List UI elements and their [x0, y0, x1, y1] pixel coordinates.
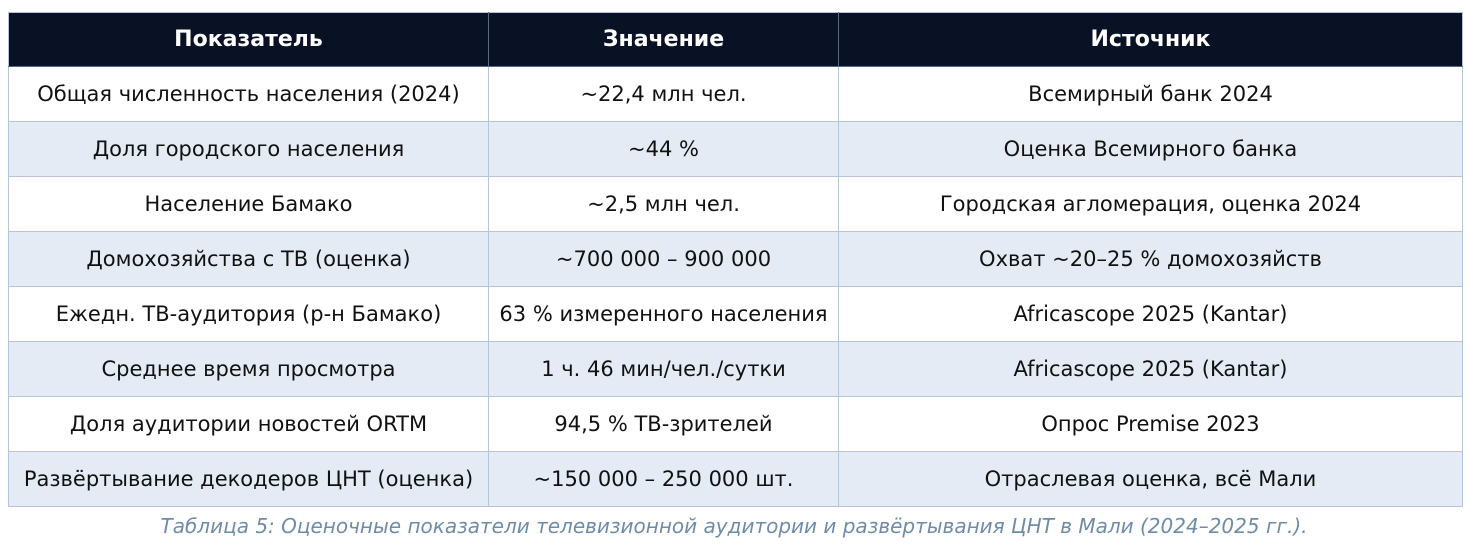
- value-cell: 1 ч. 46 мин/чел./сутки: [488, 341, 839, 397]
- value-cell: ~150 000 – 250 000 шт.: [488, 451, 839, 507]
- table-row: Ежедн. ТВ-аудитория (р-н Бамако) 63 % из…: [8, 286, 1463, 342]
- indicator-cell: Доля городского населения: [8, 121, 489, 177]
- table-row: Население Бамако ~2,5 млн чел. Городская…: [8, 176, 1463, 232]
- column-header-value: Значение: [488, 12, 839, 67]
- value-cell: 94,5 % ТВ-зрителей: [488, 396, 839, 452]
- value-cell: ~2,5 млн чел.: [488, 176, 839, 232]
- indicator-cell: Развёртывание декодеров ЦНТ (оценка): [8, 451, 489, 507]
- source-cell: Africascope 2025 (Kantar): [838, 286, 1463, 342]
- value-cell: 63 % измеренного населения: [488, 286, 839, 342]
- indicator-cell: Среднее время просмотра: [8, 341, 489, 397]
- source-cell: Оценка Всемирного банка: [838, 121, 1463, 177]
- indicator-cell: Ежедн. ТВ-аудитория (р-н Бамако): [8, 286, 489, 342]
- table-row: Доля аудитории новостей ORTM 94,5 % ТВ-з…: [8, 396, 1463, 452]
- source-cell: Всемирный банк 2024: [838, 66, 1463, 122]
- value-cell: ~22,4 млн чел.: [488, 66, 839, 122]
- table-row: Развёртывание декодеров ЦНТ (оценка) ~15…: [8, 451, 1463, 507]
- column-header-indicator: Показатель: [8, 12, 489, 67]
- table-row: Общая численность населения (2024) ~22,4…: [8, 66, 1463, 122]
- table-caption: Таблица 5: Оценочные показатели телевизи…: [160, 514, 1308, 538]
- value-cell: ~700 000 – 900 000: [488, 231, 839, 287]
- source-cell: Опрос Premise 2023: [838, 396, 1463, 452]
- source-cell: Городская агломерация, оценка 2024: [838, 176, 1463, 232]
- table-row: Доля городского населения ~44 % Оценка В…: [8, 121, 1463, 177]
- column-header-source: Источник: [838, 12, 1463, 67]
- indicator-cell: Общая численность населения (2024): [8, 66, 489, 122]
- source-cell: Отраслевая оценка, всё Мали: [838, 451, 1463, 507]
- indicator-cell: Доля аудитории новостей ORTM: [8, 396, 489, 452]
- source-cell: Africascope 2025 (Kantar): [838, 341, 1463, 397]
- header-row: Показатель Значение Источник: [8, 12, 1463, 67]
- indicator-cell: Население Бамако: [8, 176, 489, 232]
- indicator-cell: Домохозяйства с ТВ (оценка): [8, 231, 489, 287]
- tv-audience-stats-table: Показатель Значение Источник Общая числе…: [8, 12, 1463, 507]
- value-cell: ~44 %: [488, 121, 839, 177]
- table-row: Домохозяйства с ТВ (оценка) ~700 000 – 9…: [8, 231, 1463, 287]
- table-row: Среднее время просмотра 1 ч. 46 мин/чел.…: [8, 341, 1463, 397]
- source-cell: Охват ~20–25 % домохозяйств: [838, 231, 1463, 287]
